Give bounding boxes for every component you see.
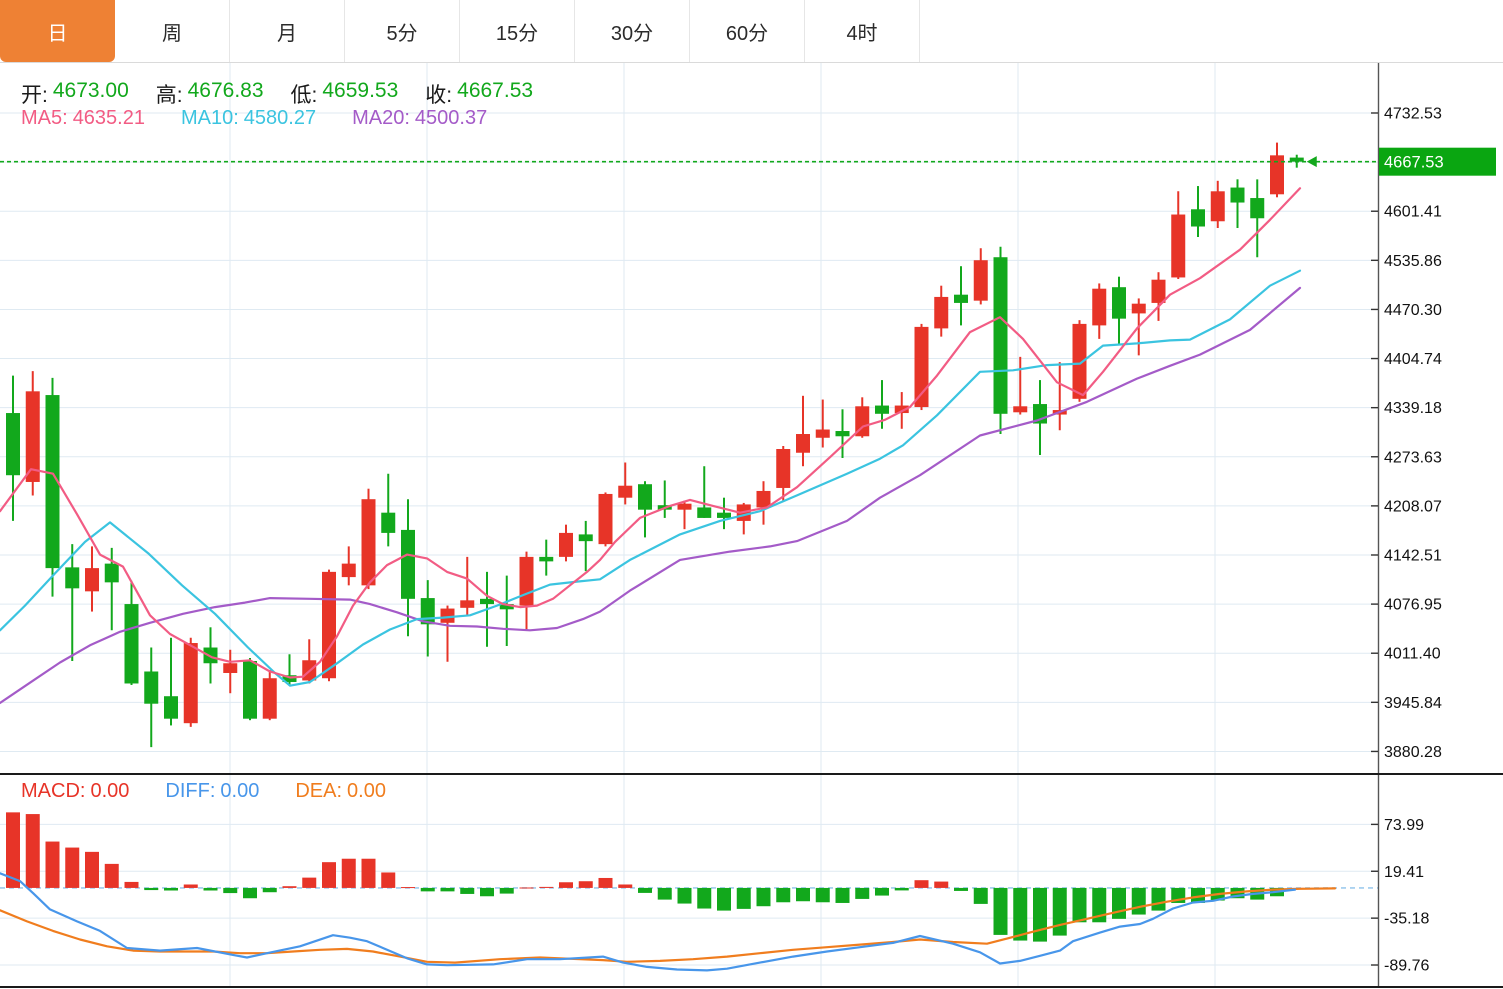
- current-price-tag: 4667.53: [1384, 154, 1444, 172]
- macd-legend: MACD: 0.00 DIFF: 0.00 DEA: 0.00: [21, 780, 386, 803]
- timeframe-tabbar: 日周月 5分 15分 30分 60分 4时: [0, 0, 1503, 63]
- low-label: 低:: [290, 84, 318, 107]
- ma5-label: MA5:: [21, 107, 68, 129]
- svg-text:4470.30: 4470.30: [1384, 302, 1442, 319]
- ma10-label: MA10:: [180, 107, 239, 129]
- ohlc-legend: 开: 4673.00 高: 4676.83 低: 4659.53 收: 4667.53: [21, 79, 533, 109]
- tab-5min[interactable]: 5分: [345, 0, 460, 62]
- tab-week[interactable]: 周: [115, 0, 230, 62]
- svg-text:3880.28: 3880.28: [1384, 744, 1442, 761]
- tab-month[interactable]: 月: [230, 0, 345, 62]
- tab-4hour[interactable]: 4时: [805, 0, 920, 62]
- svg-text:4273.63: 4273.63: [1384, 449, 1442, 466]
- tab-60min[interactable]: 60分: [690, 0, 805, 62]
- tab-15min[interactable]: 15分: [460, 0, 575, 62]
- svg-text:4208.07: 4208.07: [1384, 498, 1442, 515]
- diff-label: DIFF:: [165, 780, 216, 802]
- svg-text:-35.18: -35.18: [1384, 911, 1429, 928]
- low-value: 4659.53: [322, 79, 399, 102]
- macd-value: 0.00: [90, 780, 130, 802]
- high-label: 高:: [155, 84, 183, 107]
- svg-text:4404.74: 4404.74: [1384, 351, 1442, 368]
- svg-text:4535.86: 4535.86: [1384, 253, 1442, 270]
- close-value: 4667.53: [457, 79, 534, 102]
- tab-30min[interactable]: 30分: [575, 0, 690, 62]
- dea-value: 0.00: [347, 780, 386, 802]
- dea-label: DEA:: [295, 780, 343, 802]
- diff-value: 0.00: [220, 780, 260, 802]
- macd-label: MACD:: [21, 780, 86, 802]
- svg-text:4142.51: 4142.51: [1384, 547, 1442, 564]
- close-label: 收:: [425, 84, 453, 107]
- svg-text:4339.18: 4339.18: [1384, 400, 1442, 417]
- svg-text:4732.53: 4732.53: [1384, 105, 1442, 122]
- svg-text:19.41: 19.41: [1384, 864, 1424, 881]
- svg-text:-89.76: -89.76: [1384, 958, 1429, 975]
- open-value: 4673.00: [52, 79, 129, 102]
- svg-text:3945.84: 3945.84: [1384, 695, 1442, 712]
- ma-legend: MA5: 4635.21 MA10: 4580.27 MA20: 4500.37: [21, 107, 487, 130]
- ma10-value: 4580.27: [243, 107, 317, 129]
- svg-text:4011.40: 4011.40: [1384, 646, 1441, 663]
- high-value: 4676.83: [187, 79, 264, 102]
- tab-day[interactable]: 日: [0, 0, 115, 62]
- ma20-value: 4500.37: [414, 107, 488, 129]
- svg-text:73.99: 73.99: [1384, 817, 1424, 834]
- open-label: 开:: [21, 84, 48, 107]
- svg-text:4601.41: 4601.41: [1384, 204, 1442, 221]
- svg-text:4076.95: 4076.95: [1384, 597, 1442, 614]
- ma20-label: MA20:: [352, 107, 410, 129]
- ma5-value: 4635.21: [72, 107, 145, 129]
